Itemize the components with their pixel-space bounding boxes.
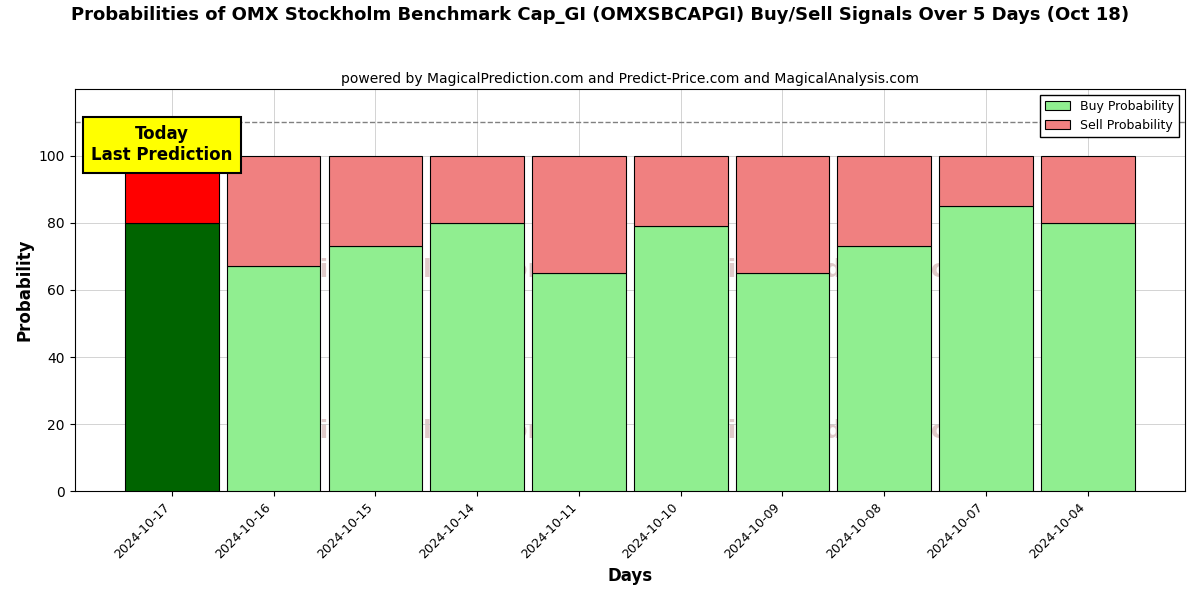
Bar (634, 155, 727, 226)
Bar (329, 246, 422, 491)
Bar (532, 273, 625, 491)
Text: MagicalPrediction.com: MagicalPrediction.com (670, 258, 990, 282)
X-axis label: Days: Days (607, 567, 653, 585)
Bar (431, 155, 524, 223)
Bar (227, 155, 320, 266)
Bar (634, 226, 727, 491)
Bar (940, 206, 1033, 491)
Bar (125, 155, 218, 223)
Bar (838, 155, 931, 246)
Bar (940, 155, 1033, 206)
Bar (736, 273, 829, 491)
Text: Today
Last Prediction: Today Last Prediction (91, 125, 233, 164)
Text: MagicalAnalysis.com: MagicalAnalysis.com (260, 258, 554, 282)
Bar (125, 223, 218, 491)
Y-axis label: Probability: Probability (16, 239, 34, 341)
Text: Probabilities of OMX Stockholm Benchmark Cap_GI (OMXSBCAPGI) Buy/Sell Signals Ov: Probabilities of OMX Stockholm Benchmark… (71, 6, 1129, 24)
Text: MagicalAnalysis.com: MagicalAnalysis.com (260, 419, 554, 443)
Bar (838, 246, 931, 491)
Title: powered by MagicalPrediction.com and Predict-Price.com and MagicalAnalysis.com: powered by MagicalPrediction.com and Pre… (341, 72, 919, 86)
Bar (431, 223, 524, 491)
Bar (736, 155, 829, 273)
Bar (329, 155, 422, 246)
Bar (1040, 223, 1134, 491)
Bar (532, 155, 625, 273)
Bar (227, 266, 320, 491)
Text: MagicalPrediction.com: MagicalPrediction.com (670, 419, 990, 443)
Bar (1040, 155, 1134, 223)
Legend: Buy Probability, Sell Probability: Buy Probability, Sell Probability (1040, 95, 1178, 137)
